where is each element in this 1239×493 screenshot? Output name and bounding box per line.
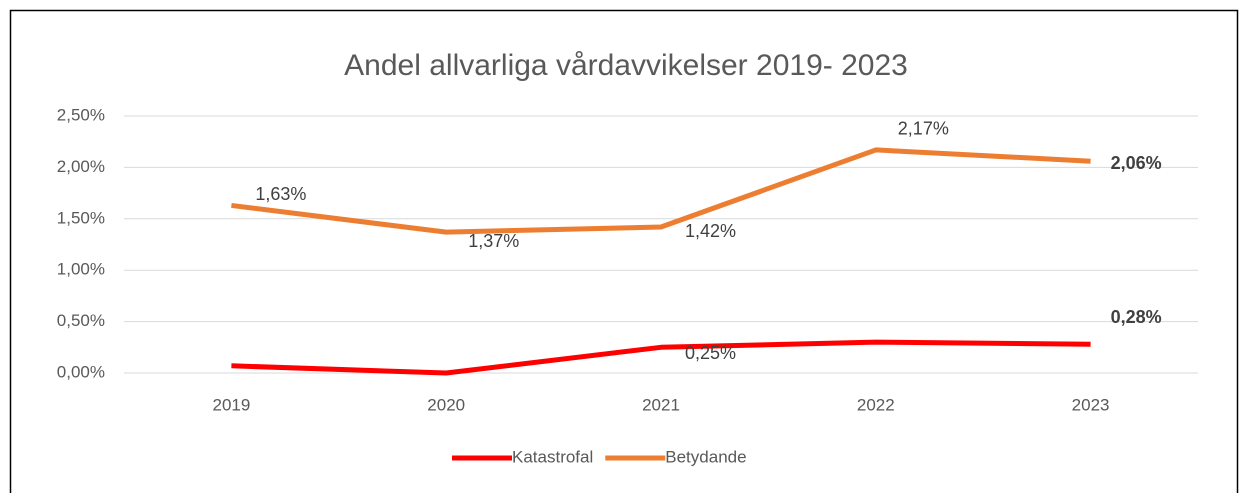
chart-border (9, 9, 1239, 493)
y-tick-label: 2,50% (57, 105, 105, 124)
y-tick-label: 2,00% (57, 157, 105, 176)
data-label: 2,17% (898, 119, 949, 139)
y-tick-label: 0,00% (57, 362, 105, 381)
legend-label: Betydande (665, 447, 746, 466)
chart-title: Andel allvarliga vårdavvikelser 2019- 20… (344, 49, 908, 82)
series-line (231, 339, 1091, 376)
data-label: 2,06% (1111, 153, 1162, 173)
data-label: 0,28% (1111, 307, 1162, 327)
x-tick-label: 2019 (212, 395, 250, 414)
y-tick-label: 1,50% (57, 208, 105, 227)
data-label: 0,25% (685, 343, 736, 363)
legend-label: Katastrofal (512, 447, 593, 466)
data-label: 1,63% (255, 184, 306, 204)
x-tick-label: 2020 (427, 395, 465, 414)
data-label: 1,42% (685, 221, 736, 241)
series-line (231, 147, 1091, 235)
y-tick-label: 1,00% (57, 260, 105, 279)
x-tick-label: 2021 (642, 395, 680, 414)
x-tick-label: 2023 (1072, 395, 1110, 414)
y-tick-label: 0,50% (57, 311, 105, 330)
data-label: 1,37% (468, 231, 519, 251)
x-tick-label: 2022 (857, 395, 895, 414)
